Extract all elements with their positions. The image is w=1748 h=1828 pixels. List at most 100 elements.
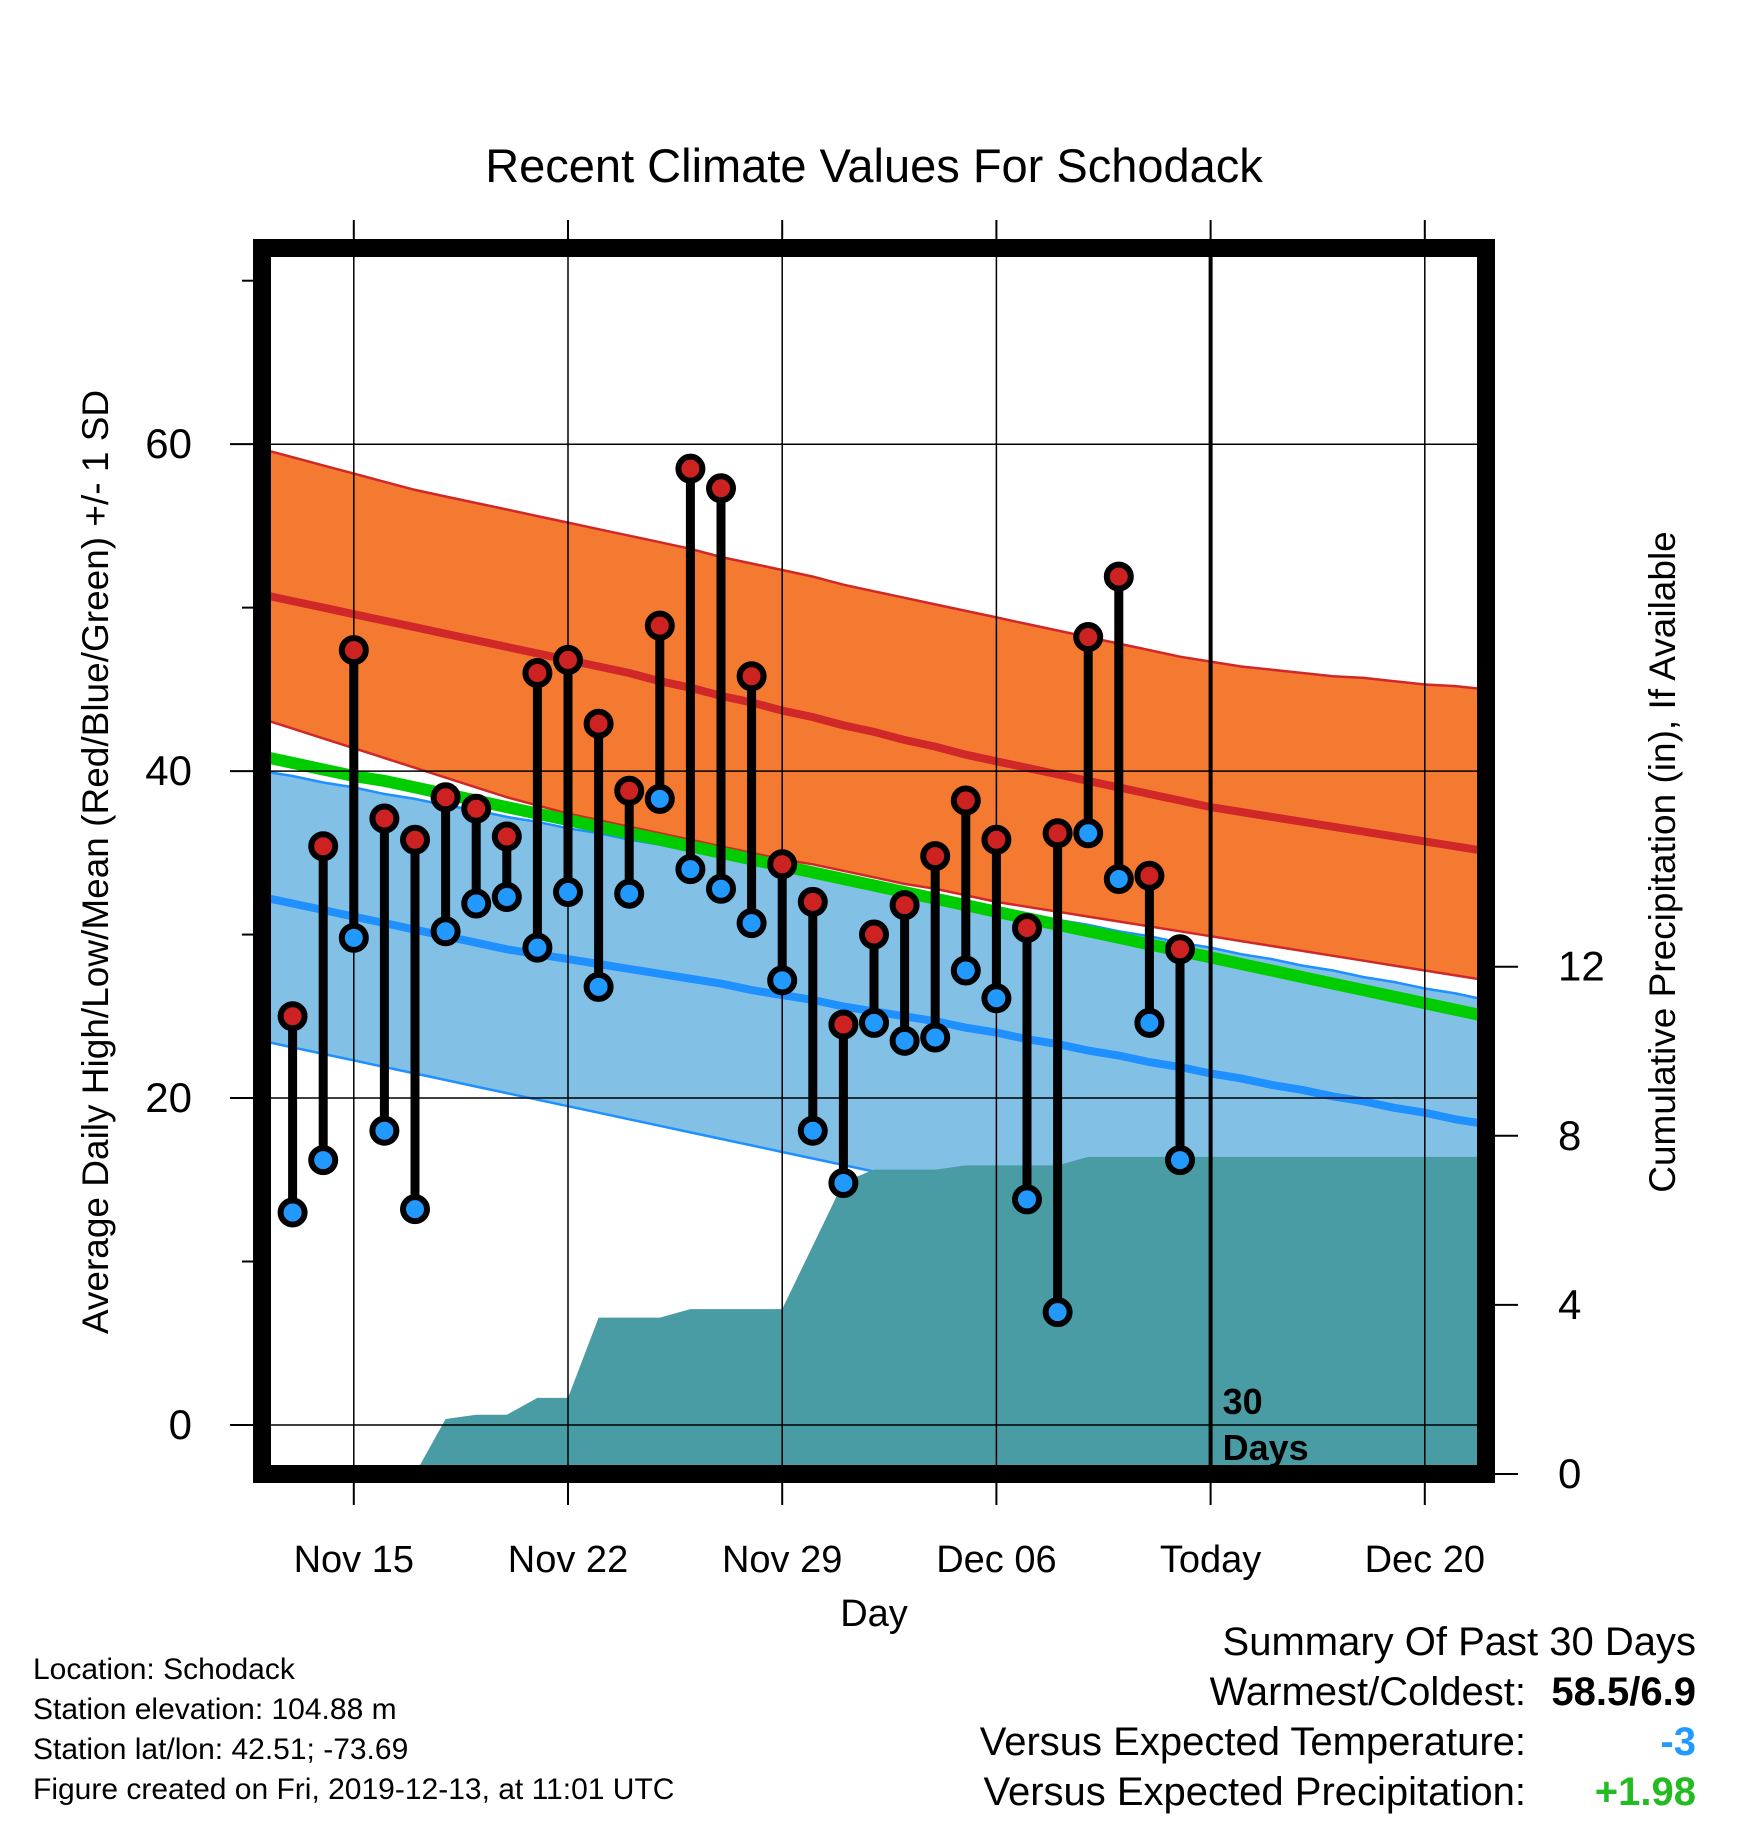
obs-high-point (767, 849, 798, 880)
precip-area (262, 1156, 1486, 1474)
obs-low-point (400, 1194, 430, 1225)
obs-low-point (461, 888, 492, 919)
obs-high-point (369, 803, 400, 834)
obs-high-point (706, 473, 736, 504)
obs-high-point (430, 782, 461, 813)
warmest-coldest-value: 58.5/6.9 (1551, 1670, 1696, 1714)
y-axis-label: Average Daily High/Low/Mean (Red/Blue/Gr… (75, 390, 116, 1334)
obs-high-point (583, 708, 614, 739)
obs-low-point (491, 881, 522, 912)
x-tick-label: Nov 22 (508, 1539, 628, 1581)
latlon-text: Station lat/lon: 42.51; -73.69 (33, 1733, 409, 1766)
obs-high-point (920, 841, 951, 872)
y-tick-label: 0 (169, 1401, 192, 1448)
summary-panel: Summary Of Past 30 Days Warmest/Coldest:… (980, 1617, 1696, 1817)
today-label-count: 30 (1223, 1381, 1263, 1422)
today-label-days: Days (1223, 1427, 1309, 1468)
summary-temp-row: Versus Expected Temperature: -3 (980, 1717, 1696, 1767)
obs-high-point (1134, 860, 1165, 891)
precip-vs-expected-value: +1.98 (1594, 1770, 1696, 1814)
obs-high-point (400, 824, 430, 855)
obs-low-point (1165, 1145, 1195, 1176)
obs-high-point (1012, 913, 1042, 944)
station-info: Location: Schodack Station elevation: 10… (33, 1650, 674, 1810)
obs-low-point (889, 1025, 920, 1056)
x-tick-label: Today (1160, 1539, 1261, 1581)
precip-vs-expected-label: Versus Expected Precipitation: (983, 1770, 1526, 1814)
location-text: Location: Schodack (33, 1653, 295, 1686)
high-lower-edge (262, 717, 1486, 982)
obs-low-point (675, 854, 706, 885)
obs-high-point (553, 644, 583, 675)
obs-high-point (675, 453, 706, 484)
obs-high-point (644, 610, 675, 641)
obs-high-point (828, 1009, 859, 1040)
obs-low-point (277, 1197, 308, 1228)
x-tick-label: Dec 06 (936, 1539, 1056, 1581)
obs-high-point (1165, 934, 1195, 965)
obs-low-point (1103, 863, 1134, 894)
summary-warmest-row: Warmest/Coldest: 58.5/6.9 (980, 1667, 1696, 1717)
obs-low-point (736, 908, 767, 939)
obs-low-point (950, 955, 981, 986)
obs-high-point (950, 785, 981, 816)
warmest-coldest-label: Warmest/Coldest: (1209, 1670, 1526, 1714)
y2-axis-label: Cumulative Precipitation (in), If Availa… (1642, 531, 1683, 1193)
obs-low-point (583, 971, 614, 1002)
obs-low-point (1073, 818, 1104, 849)
y2-tick-label: 12 (1558, 943, 1605, 990)
obs-high-point (797, 886, 828, 917)
obs-low-point (1042, 1297, 1073, 1328)
obs-low-point (981, 983, 1012, 1014)
obs-low-point (828, 1168, 859, 1199)
obs-low-point (308, 1145, 339, 1176)
y-tick-label: 20 (145, 1074, 192, 1121)
obs-low-point (553, 877, 583, 908)
obs-low-point (1134, 1007, 1165, 1038)
obs-high-point (1042, 818, 1073, 849)
plot-frame (253, 239, 1495, 1483)
obs-low-point (1012, 1184, 1042, 1215)
observations (277, 453, 1195, 1328)
y-tick-label: 40 (145, 747, 192, 794)
today-marker: 30 Days (1208, 248, 1309, 1474)
temp-vs-expected-label: Versus Expected Temperature: (979, 1720, 1526, 1764)
high-upper-edge (262, 447, 1486, 691)
y2-tick-label: 4 (1558, 1281, 1581, 1328)
obs-high-point (981, 824, 1012, 855)
y2-tick-label: 8 (1558, 1112, 1581, 1159)
obs-low-point (859, 1007, 889, 1038)
y2-tick-label: 0 (1558, 1450, 1581, 1497)
obs-low-point (767, 965, 798, 996)
obs-high-point (614, 775, 645, 806)
y-tick-label: 60 (145, 420, 192, 467)
obs-low-point (614, 878, 645, 909)
obs-low-point (338, 922, 369, 953)
x-axis-label: Day (840, 1593, 908, 1635)
obs-high-point (1073, 622, 1104, 653)
normal-high-line (262, 590, 1486, 856)
obs-high-point (522, 658, 553, 689)
obs-high-point (1103, 561, 1134, 592)
obs-low-point (522, 932, 553, 963)
obs-high-point (461, 793, 492, 824)
obs-low-point (920, 1022, 951, 1053)
created-text: Figure created on Fri, 2019-12-13, at 11… (33, 1773, 675, 1806)
obs-high-point (338, 635, 369, 666)
x-tick-label: Nov 15 (294, 1539, 414, 1581)
obs-low-point (706, 873, 736, 904)
elevation-text: Station elevation: 104.88 m (33, 1693, 397, 1726)
x-tick-label: Dec 20 (1365, 1539, 1485, 1581)
summary-precip-row: Versus Expected Precipitation: +1.98 (980, 1767, 1696, 1817)
obs-high-point (308, 831, 339, 862)
obs-low-point (369, 1115, 400, 1146)
obs-high-point (491, 821, 522, 852)
obs-high-point (889, 890, 920, 921)
chart-title: Recent Climate Values For Schodack (485, 139, 1263, 192)
obs-low-point (644, 783, 675, 814)
obs-low-point (430, 916, 461, 947)
obs-low-point (797, 1115, 828, 1146)
obs-high-point (859, 919, 889, 950)
x-tick-label: Nov 29 (722, 1539, 842, 1581)
